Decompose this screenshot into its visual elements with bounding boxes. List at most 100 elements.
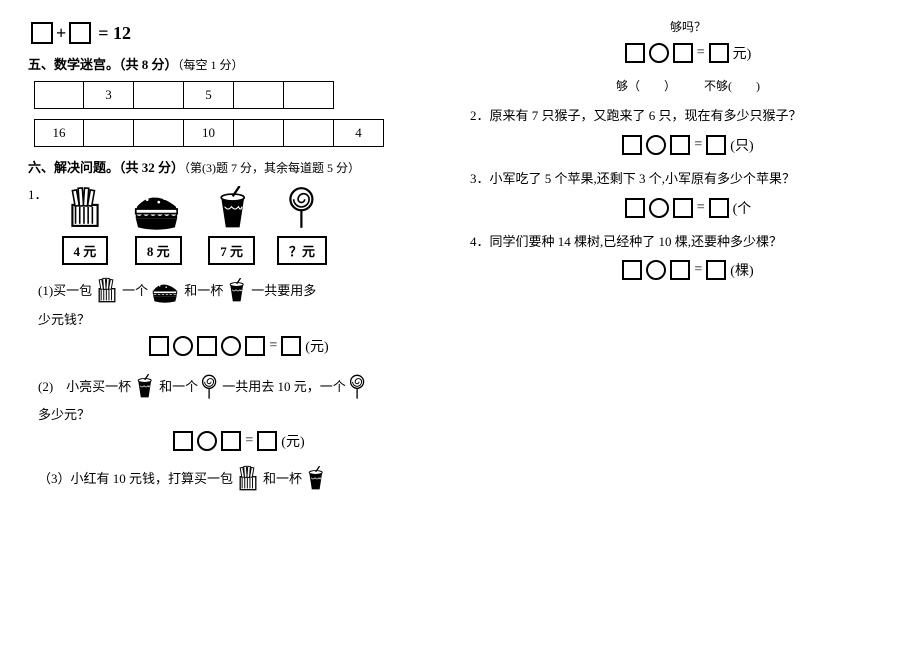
section6-title: 六、解决问题。（共 32 分）（第(3)题 7 分，其余每道题 5 分） [28,157,450,176]
blank-box [706,260,726,280]
gou-label: 够（ ） [616,77,676,94]
drink-icon [304,466,328,492]
unit-ke: (棵) [730,260,753,280]
rq2: 2．原来有 7 只猴子，又跑来了 6 只，现在有多少只猴子？ [470,106,906,127]
eq-rhs: = 12 [98,23,131,44]
eq-sign: = [697,200,705,216]
q1a-pre: (1)买一包 [38,278,92,304]
op-circle [173,336,193,356]
q3-pre: （3）小红有 10 元钱，打算买一包 [38,466,233,492]
op-circle [221,336,241,356]
q2-mid: 和一个 [159,374,198,400]
op-plus: + [56,23,66,44]
blank-box [197,336,217,356]
blank-box [245,336,265,356]
lollipop-item: ？元 [277,186,327,265]
q1a-text: (1)买一包 一个 和一杯 一共要用多 [38,277,450,305]
q1a-equation: = (元) [28,336,450,356]
bugou-label: 不够( ) [704,77,760,94]
blank-box [706,135,726,155]
blank-box [173,431,193,451]
unit-yuan: 元) [733,43,752,63]
q1a-mid2: 和一杯 [184,278,223,304]
rq4: 4．同学们要种 14 棵树,已经种了 10 棵,还要种多少棵？ [470,232,906,253]
maze-cell [284,119,334,147]
blank-box [673,43,693,63]
maze-cell [134,119,184,147]
maze-cell [134,81,184,109]
blank-box [625,43,645,63]
maze-cell: 3 [84,81,134,109]
section6-title-text: 六、解决问题。（共 32 分） [28,160,184,175]
top-text: 够吗？ [470,18,906,35]
maze-cell [284,81,334,109]
q2-line2: 多少元？ [38,404,450,423]
price-drink: 7 元 [208,236,255,265]
top-equation: + = 12 [28,22,450,44]
drink-icon [212,186,252,232]
maze-cell [234,81,284,109]
q1-block: 1． 4 元 8 元 7 元 ？元 [28,184,450,269]
q1a-mid1: 一个 [122,278,148,304]
maze-cell [84,119,134,147]
section5-title: 五、数学迷宫。（共 8 分）（每空 1 分） [28,54,450,73]
q2-pre: (2) 小亮买一杯 [38,374,131,400]
blank-box [709,198,729,218]
maze-cell [234,119,284,147]
burger-icon [130,186,186,232]
blank-box [622,260,642,280]
eq-sign: = [697,45,705,61]
r-top-equation: = 元) [470,43,906,63]
blank-box [281,336,301,356]
burger-icon [150,278,182,304]
unit-ge: (个 [733,198,752,218]
section5-subtitle: （每空 1 分） [178,58,244,72]
op-circle [646,135,666,155]
q1a-line2: 少元钱？ [38,309,450,328]
q2-equation: = (元) [28,431,450,451]
price-fries: 4 元 [62,236,109,265]
fries-item: 4 元 [62,186,109,265]
op-circle [649,198,669,218]
eq-sign: = [269,338,277,354]
fries-icon [235,465,261,493]
rq3: 3．小军吃了 5 个苹果,还剩下 3 个,小军原有多少个苹果？ [470,169,906,190]
blank-box [670,260,690,280]
q2-text: (2) 小亮买一杯 和一个 一共用去 10 元，一个 [38,374,450,400]
q1a-post: 一共要用多 [251,278,316,304]
blank-box [31,22,53,44]
blank-box [673,198,693,218]
eq-sign: = [694,137,702,153]
left-column: + = 12 五、数学迷宫。（共 8 分）（每空 1 分） 3 5 16 10 … [0,0,460,650]
drink-icon [225,278,249,304]
q1-label: 1． [28,184,48,203]
maze-cell [34,81,84,109]
food-row: 4 元 8 元 7 元 ？元 [62,186,328,265]
maze-row-1: 3 5 [34,81,450,109]
q3-mid: 和一杯 [263,466,302,492]
blank-box [709,43,729,63]
blank-box [149,336,169,356]
drink-item: 7 元 [208,186,255,265]
section6-subtitle: （第(3)题 7 分，其余每道题 5 分） [184,161,360,175]
maze-cell: 10 [184,119,234,147]
blank-box [625,198,645,218]
blank-box [670,135,690,155]
maze-row-2: 16 10 4 [34,119,450,147]
rq2-equation: = (只) [470,135,906,155]
eq-sign: = [245,433,253,449]
q3-text: （3）小红有 10 元钱，打算买一包 和一杯 [38,465,450,493]
eq-sign: = [694,262,702,278]
lollipop-icon [200,374,220,400]
price-lollipop: ？元 [277,236,327,265]
burger-item: 8 元 [130,186,186,265]
gou-line: 够（ ） 不够( ) [470,77,906,94]
price-burger: 8 元 [135,236,182,265]
lollipop-icon [286,186,318,232]
op-circle [649,43,669,63]
op-circle [197,431,217,451]
blank-box [622,135,642,155]
blank-box [221,431,241,451]
section5-title-text: 五、数学迷宫。（共 8 分） [28,57,178,72]
fries-icon [94,277,120,305]
